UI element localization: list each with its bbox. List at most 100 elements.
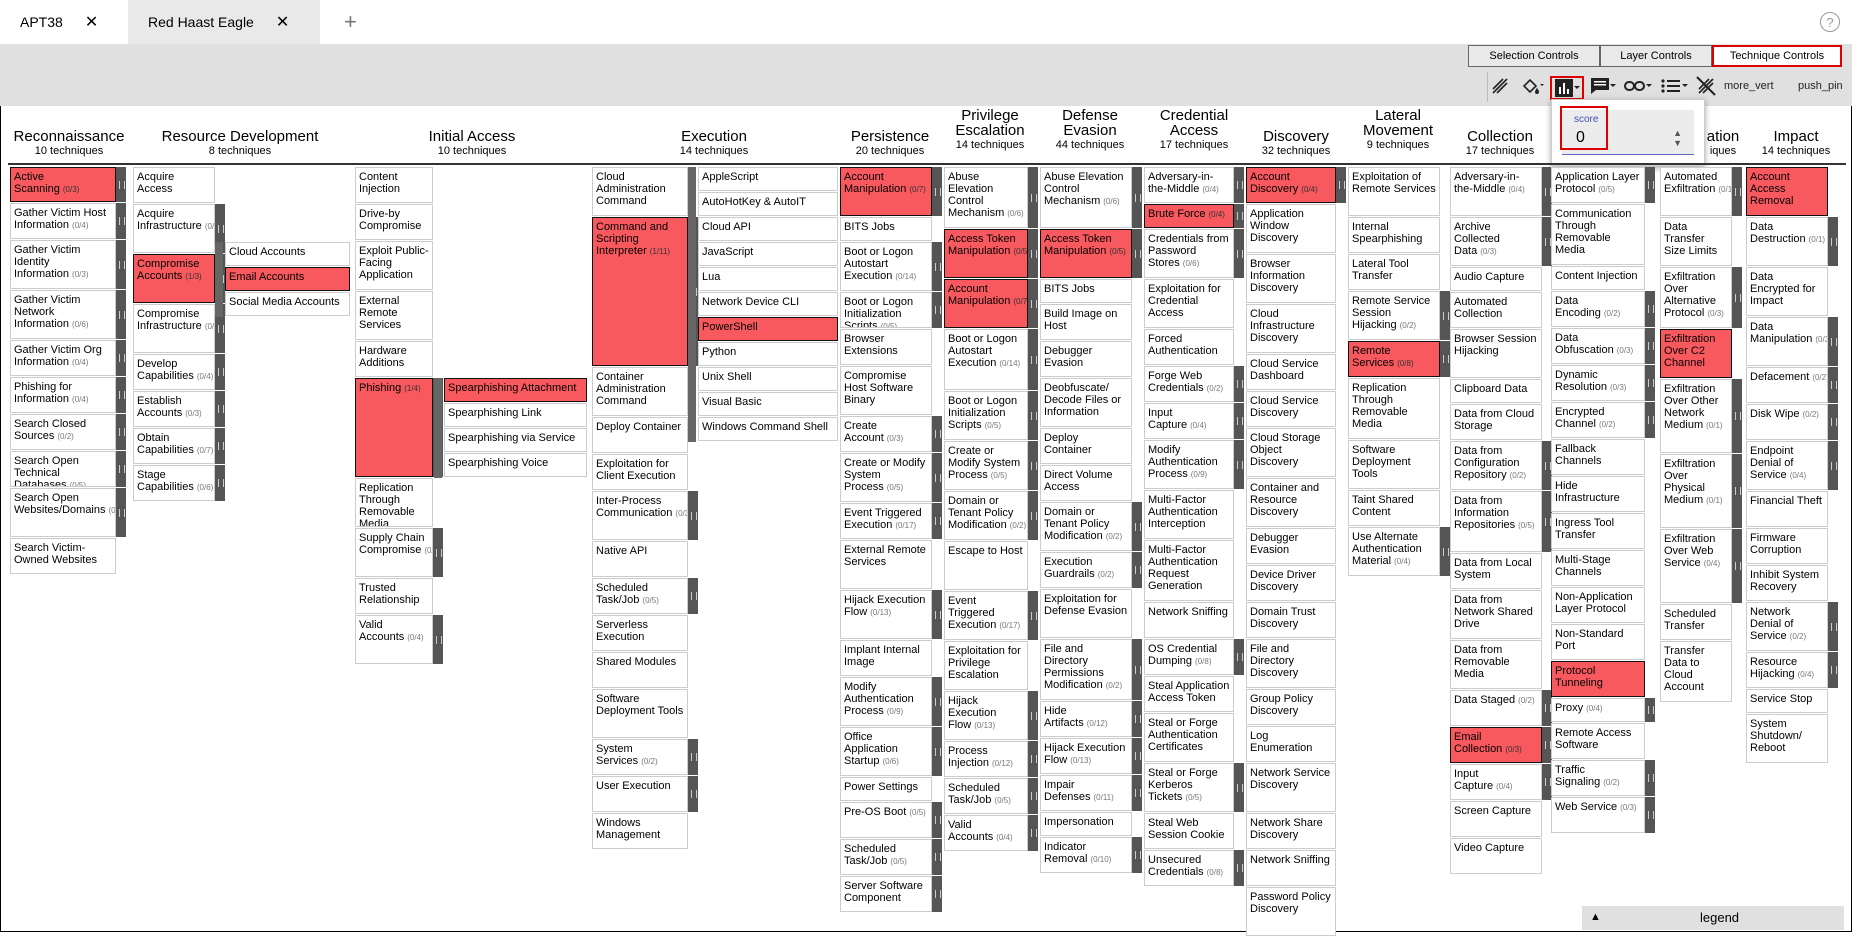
technique-create-account[interactable]: Create Account (0/3) bbox=[840, 416, 932, 452]
technique-automated-exfiltration[interactable]: Automated Exfiltration(0/1) bbox=[1660, 167, 1732, 216]
technique-hijack-execution-flow[interactable]: Hijack Execution Flow (0/13) bbox=[840, 590, 932, 639]
expand-subtechniques-handle[interactable] bbox=[1440, 341, 1450, 377]
technique-data-from-cloud-storage[interactable]: Data from Cloud Storage bbox=[1450, 404, 1542, 440]
technique-data-from-local-system[interactable]: Data from Local System bbox=[1450, 553, 1542, 589]
expand-subtechniques-handle[interactable] bbox=[1234, 850, 1244, 886]
expand-subtechniques-handle[interactable] bbox=[433, 615, 443, 664]
technique-external-remote-services[interactable]: External Remote Services bbox=[840, 540, 932, 589]
expand-subtechniques-handle[interactable] bbox=[1732, 379, 1742, 453]
technique-data-destruction[interactable]: Data Destruction (0/1) bbox=[1746, 217, 1828, 266]
expand-subtechniques-handle[interactable] bbox=[1028, 591, 1038, 640]
expand-subtechniques-handle[interactable] bbox=[1132, 167, 1142, 228]
technique-lateral-tool-transfer[interactable]: Lateral Tool Transfer bbox=[1348, 254, 1440, 290]
expand-subtechniques-handle[interactable] bbox=[688, 578, 698, 614]
expand-subtechniques-handle[interactable] bbox=[1542, 217, 1552, 266]
technique-exploit-public-facing-application[interactable]: Exploit Public-Facing Application bbox=[355, 241, 433, 290]
technique-adversary-in-the-middle[interactable]: Adversary-in-the-Middle (0/4) bbox=[1144, 167, 1234, 203]
technique-access-token-manipulation[interactable]: Access Token Manipulation(0/5) bbox=[944, 229, 1028, 278]
technique-build-image-on-host[interactable]: Build Image on Host bbox=[1040, 304, 1132, 340]
expand-subtechniques-handle[interactable] bbox=[1234, 763, 1244, 812]
layer-tab-apt38[interactable]: APT38 ✕ bbox=[0, 0, 128, 44]
expand-subtechniques-handle[interactable] bbox=[1645, 365, 1655, 401]
technique-compromise-infrastructure[interactable]: Compromise Infrastructure(0/8) bbox=[133, 304, 215, 353]
technique-use-alternate-authentication-material[interactable]: Use Alternate Authentication Material (0/… bbox=[1348, 527, 1440, 576]
expand-subtechniques-handle[interactable] bbox=[932, 292, 942, 328]
expand-subtechniques-handle[interactable] bbox=[1645, 328, 1655, 364]
expand-subtechniques-handle[interactable] bbox=[116, 203, 126, 239]
technique-exploitation-for-defense-evasion[interactable]: Exploitation for Defense Evasion bbox=[1040, 589, 1132, 638]
technique-cloud-storage-object-discovery[interactable]: Cloud Storage Object Discovery bbox=[1246, 428, 1336, 477]
tactic-header-impact[interactable]: Impact 14 techniques bbox=[1761, 128, 1831, 157]
push-pin-icon[interactable]: push_pin bbox=[1798, 80, 1843, 92]
technique-debugger-evasion[interactable]: Debugger Evasion bbox=[1040, 341, 1132, 377]
legend-bar[interactable]: ▲ legend bbox=[1582, 906, 1844, 930]
technique-encrypted-channel[interactable]: Encrypted Channel (0/2) bbox=[1551, 402, 1645, 438]
technique-valid-accounts[interactable]: Valid Accounts (0/4) bbox=[944, 815, 1028, 851]
technique-replication-through-removable-media[interactable]: Replication Through Removable Media bbox=[1348, 378, 1440, 439]
technique-account-discovery[interactable]: Account Discovery (0/4) bbox=[1246, 167, 1336, 203]
technique-hijack-execution-flow[interactable]: Hijack Execution Flow (0/13) bbox=[1040, 738, 1132, 774]
technique-hide-artifacts[interactable]: Hide Artifacts (0/12) bbox=[1040, 701, 1132, 737]
technique-automated-collection[interactable]: Automated Collection bbox=[1450, 292, 1542, 328]
technique-software-deployment-tools[interactable]: Software Deployment Tools bbox=[1348, 440, 1440, 489]
expand-subtechniques-handle[interactable] bbox=[116, 377, 126, 413]
technique-phishing-for-information[interactable]: Phishing for Information (0/4) bbox=[10, 377, 116, 413]
technique-account-manipulation[interactable]: Account Manipulation(0/7) bbox=[944, 279, 1028, 328]
technique-data-encrypted-for-impact[interactable]: Data Encrypted for Impact bbox=[1746, 267, 1828, 316]
expand-subtechniques-handle[interactable] bbox=[1542, 167, 1552, 216]
technique-deploy-container[interactable]: Deploy Container bbox=[1040, 428, 1132, 464]
technique-remote-services[interactable]: Remote Services (0/8) bbox=[1348, 341, 1440, 377]
tactic-header-resource-development[interactable]: Resource Development 8 techniques bbox=[161, 128, 319, 157]
subtechnique-unix-shell[interactable]: Unix Shell bbox=[698, 367, 838, 391]
technique-credentials-from-password-stores[interactable]: Credentials from Password Stores (0/6) bbox=[1144, 229, 1234, 278]
subtechnique-spearphishing-via-service[interactable]: Spearphishing via Service bbox=[444, 428, 587, 452]
technique-software-deployment-tools[interactable]: Software Deployment Tools bbox=[592, 689, 688, 738]
expand-subtechniques-handle[interactable] bbox=[688, 491, 698, 540]
technique-data-obfuscation[interactable]: Data Obfuscation (0/3) bbox=[1551, 328, 1645, 364]
technique-system-shutdown-reboot[interactable]: System Shutdown/ Reboot bbox=[1746, 714, 1828, 763]
technique-non-standard-port[interactable]: Non-Standard Port bbox=[1551, 624, 1645, 660]
tactic-header-execution[interactable]: Execution 14 techniques bbox=[679, 128, 749, 157]
expand-subtechniques-handle[interactable] bbox=[1028, 441, 1038, 490]
technique-domain-trust-discovery[interactable]: Domain Trust Discovery bbox=[1246, 602, 1336, 638]
technique-exfiltration-over-c2-channel[interactable]: Exfiltration Over C2 Channel bbox=[1660, 329, 1732, 378]
technique-proxy[interactable]: Proxy (0/4) bbox=[1551, 698, 1645, 722]
technique-data-transfer-size-limits[interactable]: Data Transfer Size Limits bbox=[1660, 217, 1732, 266]
tactic-header-defense-evasion[interactable]: Defense Evasion 44 techniques bbox=[1055, 107, 1125, 151]
tactic-header-persistence[interactable]: Persistence 20 techniques bbox=[850, 128, 930, 157]
technique-application-layer-protocol[interactable]: Application Layer Protocol (0/5) bbox=[1551, 167, 1645, 203]
technique-scheduled-task-job[interactable]: Scheduled Task/Job (0/5) bbox=[944, 778, 1028, 814]
expand-subtechniques-handle[interactable] bbox=[688, 776, 698, 812]
technique-application-window-discovery[interactable]: Application Window Discovery bbox=[1246, 204, 1336, 253]
technique-exploitation-of-remote-services[interactable]: Exploitation of Remote Services bbox=[1348, 167, 1440, 216]
technique-network-sniffing[interactable]: Network Sniffing bbox=[1246, 850, 1336, 886]
expand-subtechniques-handle[interactable] bbox=[1440, 527, 1450, 576]
technique-escape-to-host[interactable]: Escape to Host bbox=[944, 541, 1028, 590]
disable-technique-icon[interactable] bbox=[1490, 76, 1510, 96]
technique-controls-tab[interactable]: Technique Controls bbox=[1712, 45, 1842, 67]
technique-remote-access-software[interactable]: Remote Access Software bbox=[1551, 723, 1645, 759]
expand-subtechniques-handle[interactable] bbox=[932, 802, 942, 838]
technique-content-injection[interactable]: Content Injection bbox=[1551, 266, 1645, 290]
technique-replication-through-removable-media[interactable]: Replication Through Removable Media bbox=[355, 478, 433, 527]
technique-native-api[interactable]: Native API bbox=[592, 541, 688, 577]
technique-boot-or-logon-autostart-execution[interactable]: Boot or Logon Autostart Execution (0/14) bbox=[840, 242, 932, 291]
technique-valid-accounts[interactable]: Valid Accounts (0/4) bbox=[355, 615, 433, 664]
technique-data-from-removable-media[interactable]: Data from Removable Media bbox=[1450, 640, 1542, 689]
technique-network-denial-of-service[interactable]: Network Denial of Service (0/2) bbox=[1746, 602, 1828, 651]
metadata-list-icon[interactable] bbox=[1660, 76, 1688, 96]
clear-annotations-icon[interactable] bbox=[1696, 76, 1716, 96]
technique-device-driver-discovery[interactable]: Device Driver Discovery bbox=[1246, 565, 1336, 601]
add-tab-icon[interactable]: + bbox=[344, 9, 357, 34]
expand-subtechniques-handle[interactable] bbox=[1732, 454, 1742, 528]
technique-serverless-execution[interactable]: Serverless Execution bbox=[592, 615, 688, 651]
technique-domain-or-tenant-policy-modification[interactable]: Domain or Tenant Policy Modification (0/2… bbox=[1040, 502, 1132, 551]
technique-user-execution[interactable]: User Execution bbox=[592, 776, 688, 812]
technique-obtain-capabilities[interactable]: Obtain Capabilities (0/7) bbox=[133, 428, 215, 464]
technique-scheduled-task-job[interactable]: Scheduled Task/Job (0/5) bbox=[840, 839, 932, 875]
technique-web-service[interactable]: Web Service (0/3) bbox=[1551, 797, 1645, 833]
technique-gather-victim-identity-information[interactable]: Gather Victim Identity Information (0/3) bbox=[10, 240, 116, 289]
technique-create-or-modify-system-process[interactable]: Create or Modify System Process (0/5) bbox=[944, 441, 1028, 490]
technique-fallback-channels[interactable]: Fallback Channels bbox=[1551, 439, 1645, 475]
technique-email-collection[interactable]: Email Collection (0/3) bbox=[1450, 727, 1542, 763]
